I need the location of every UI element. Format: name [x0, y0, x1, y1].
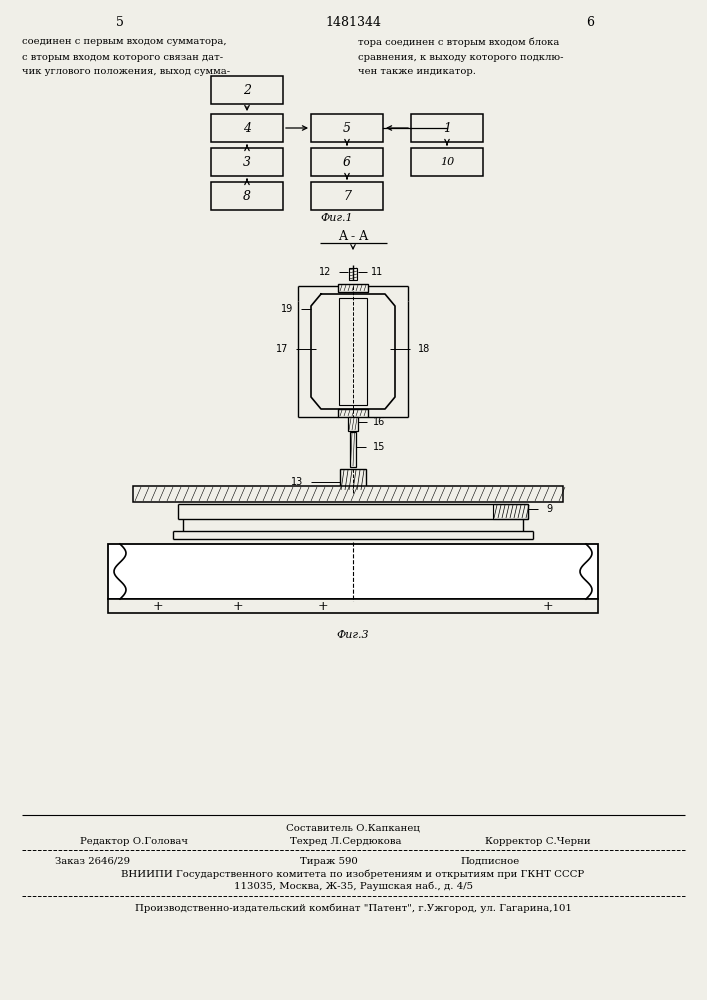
Text: 18: 18: [418, 344, 431, 354]
Bar: [311, 114, 383, 142]
Text: Составитель О.Капканец: Составитель О.Капканец: [286, 824, 420, 832]
Text: +: +: [543, 599, 554, 612]
Bar: [350, 432, 356, 467]
Bar: [349, 268, 357, 280]
Text: Фиг.1: Фиг.1: [321, 213, 354, 223]
Text: Подписное: Подписное: [460, 856, 519, 865]
Text: 3: 3: [243, 155, 251, 168]
Text: 10: 10: [440, 157, 454, 167]
Text: 113035, Москва, Ж-35, Раушская наб., д. 4/5: 113035, Москва, Ж-35, Раушская наб., д. …: [233, 881, 472, 891]
Text: 6: 6: [586, 15, 594, 28]
Text: Корректор С.Черни: Корректор С.Черни: [485, 836, 590, 846]
Bar: [411, 148, 483, 176]
Bar: [339, 298, 367, 405]
Bar: [211, 148, 283, 176]
Text: Техред Л.Сердюкова: Техред Л.Сердюкова: [290, 836, 402, 846]
Text: 15: 15: [373, 442, 385, 452]
Bar: [338, 409, 368, 417]
Text: 16: 16: [373, 417, 385, 427]
Bar: [311, 148, 383, 176]
Bar: [311, 182, 383, 210]
Bar: [108, 544, 598, 599]
Text: 13: 13: [291, 477, 303, 487]
Text: с вторым входом которого связан дат-: с вторым входом которого связан дат-: [22, 52, 223, 62]
Text: соединен с первым входом сумматора,: соединен с первым входом сумматора,: [22, 37, 227, 46]
Text: 8: 8: [243, 190, 251, 202]
Bar: [211, 114, 283, 142]
Text: 19: 19: [281, 304, 293, 314]
Text: +: +: [317, 599, 328, 612]
Text: 2: 2: [243, 84, 251, 97]
Text: 5: 5: [343, 121, 351, 134]
Bar: [108, 599, 598, 613]
Text: Редактор О.Головач: Редактор О.Головач: [80, 836, 188, 846]
Bar: [340, 469, 366, 491]
Text: A - A: A - A: [338, 231, 368, 243]
Text: 4: 4: [243, 121, 251, 134]
Text: чен также индикатор.: чен также индикатор.: [358, 68, 476, 77]
Bar: [211, 76, 283, 104]
Bar: [493, 504, 528, 519]
Bar: [133, 486, 563, 502]
Text: 5: 5: [116, 15, 124, 28]
Text: 12: 12: [319, 267, 331, 277]
Bar: [338, 284, 368, 292]
Text: ВНИИПИ Государственного комитета по изобретениям и открытиям при ГКНТ СССР: ВНИИПИ Государственного комитета по изоб…: [122, 869, 585, 879]
Text: 9: 9: [546, 504, 552, 514]
Text: 1: 1: [443, 121, 451, 134]
Bar: [411, 114, 483, 142]
Text: Фиг.3: Фиг.3: [337, 630, 369, 640]
Text: 6: 6: [343, 155, 351, 168]
Bar: [211, 182, 283, 210]
Text: Производственно-издательский комбинат "Патент", г.Ужгород, ул. Гагарина,101: Производственно-издательский комбинат "П…: [134, 903, 571, 913]
Bar: [348, 417, 358, 431]
Text: 11: 11: [371, 267, 383, 277]
Text: тора соединен с вторым входом блока: тора соединен с вторым входом блока: [358, 37, 559, 47]
Text: 7: 7: [343, 190, 351, 202]
Text: +: +: [233, 599, 243, 612]
Text: сравнения, к выходу которого подклю-: сравнения, к выходу которого подклю-: [358, 52, 563, 62]
Text: Заказ 2646/29: Заказ 2646/29: [55, 856, 130, 865]
Text: Тираж 590: Тираж 590: [300, 856, 358, 865]
Text: 17: 17: [276, 344, 288, 354]
Text: 1481344: 1481344: [325, 15, 381, 28]
Text: +: +: [153, 599, 163, 612]
Text: чик углового положения, выход сумма-: чик углового положения, выход сумма-: [22, 68, 230, 77]
